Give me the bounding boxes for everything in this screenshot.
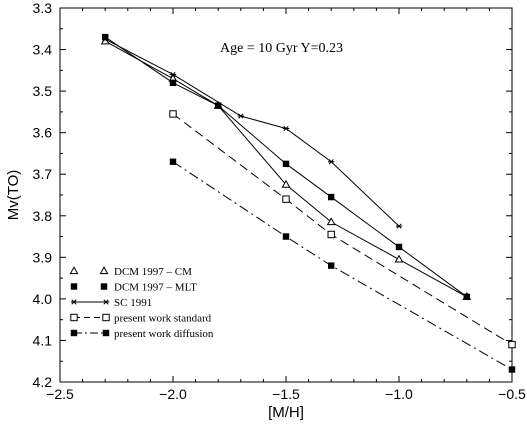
data-point <box>463 293 470 301</box>
x-tick-label: −1.0 <box>385 386 413 402</box>
y-tick-label: 3.5 <box>33 83 53 99</box>
x-axis-title: [M/H] <box>268 404 304 421</box>
y-tick-label: 3.3 <box>33 0 53 16</box>
data-point <box>169 158 177 165</box>
legend-marker <box>102 329 110 337</box>
x-tick-label: −2.5 <box>46 386 74 402</box>
data-point <box>282 233 290 240</box>
star-stroke <box>238 113 244 119</box>
data-point <box>508 340 516 349</box>
legend-label: present work diffusion <box>114 328 214 340</box>
data-point <box>169 110 177 118</box>
legend-label: SC 1991 <box>114 297 152 309</box>
y-tick-label: 3.6 <box>33 125 53 141</box>
series-2 <box>102 33 470 301</box>
data-point <box>215 102 222 109</box>
data-point <box>281 179 291 188</box>
y-axis-title: Mv(TO) <box>5 170 22 221</box>
annotation: Age = 10 Gyr Y=0.23 <box>220 41 343 56</box>
legend-item: present work standard <box>70 313 212 325</box>
plot-area <box>100 33 516 373</box>
star-stroke <box>71 299 77 305</box>
y-tick-label: 3.9 <box>33 249 53 265</box>
x-axis: −2.5 −2.0 −1.5 −1.0 −0.5 <box>46 8 526 402</box>
y-tick-label: 3.4 <box>33 42 53 58</box>
data-point <box>508 366 516 373</box>
legend-item: DCM 1997 – CM <box>69 266 192 278</box>
data-point <box>394 254 404 263</box>
series-4 <box>169 110 516 349</box>
legend-marker <box>102 299 110 305</box>
data-point <box>328 262 335 269</box>
legend-label: present work standard <box>114 313 212 325</box>
plot-frame <box>59 7 513 383</box>
y-axis: 3.3 3.4 3.5 3.6 3.7 3.8 3.9 4.0 4.1 4.2 <box>33 0 512 390</box>
legend: DCM 1997 – CM DCM 1997 – MLT SC 1991 presen… <box>69 266 214 340</box>
series-3 <box>102 36 403 229</box>
star-stroke <box>396 223 402 229</box>
star-stroke <box>170 71 176 78</box>
legend-marker <box>100 283 108 290</box>
legend-marker <box>70 329 78 337</box>
legend-marker <box>70 299 78 305</box>
data-point <box>282 195 290 203</box>
legend-item: DCM 1997 – MLT <box>70 282 197 294</box>
data-point <box>102 33 109 41</box>
y-tick-label: 3.7 <box>33 166 53 182</box>
data-point <box>169 79 177 86</box>
legend-marker <box>99 266 109 275</box>
data-point <box>282 160 290 168</box>
legend-label: DCM 1997 – CM <box>114 266 192 278</box>
star-stroke <box>328 159 334 165</box>
data-point <box>395 243 403 251</box>
data-point <box>102 36 109 42</box>
data-point <box>326 217 336 226</box>
series-line <box>104 38 400 227</box>
y-tick-label: 4.2 <box>33 374 53 390</box>
data-point <box>327 230 335 239</box>
data-point <box>237 113 244 119</box>
y-tick-label: 3.8 <box>33 208 53 224</box>
data-point <box>169 71 177 78</box>
legend-marker <box>70 313 78 322</box>
legend-marker <box>69 266 79 275</box>
data-point <box>328 159 335 165</box>
legend-label: DCM 1997 – MLT <box>114 282 197 294</box>
legend-marker <box>102 313 110 322</box>
star-stroke <box>103 299 109 305</box>
y-tick-label: 4.0 <box>33 291 53 307</box>
legend-marker <box>70 283 78 290</box>
x-tick-label: −1.5 <box>272 386 300 402</box>
data-point <box>282 125 290 132</box>
y-tick-label: 4.1 <box>33 332 53 348</box>
x-tick-label: −2.0 <box>159 386 187 402</box>
series-line <box>172 161 513 370</box>
star-stroke <box>283 125 289 132</box>
x-tick-label: −0.5 <box>498 386 526 402</box>
series-line <box>104 40 468 298</box>
series-5 <box>169 158 516 373</box>
data-point <box>328 193 335 201</box>
series-1 <box>100 36 472 300</box>
star-stroke <box>102 36 108 42</box>
series-line <box>172 113 513 346</box>
legend-item: present work diffusion <box>70 328 214 340</box>
data-point <box>395 223 403 229</box>
legend-item: SC 1991 <box>70 297 152 309</box>
